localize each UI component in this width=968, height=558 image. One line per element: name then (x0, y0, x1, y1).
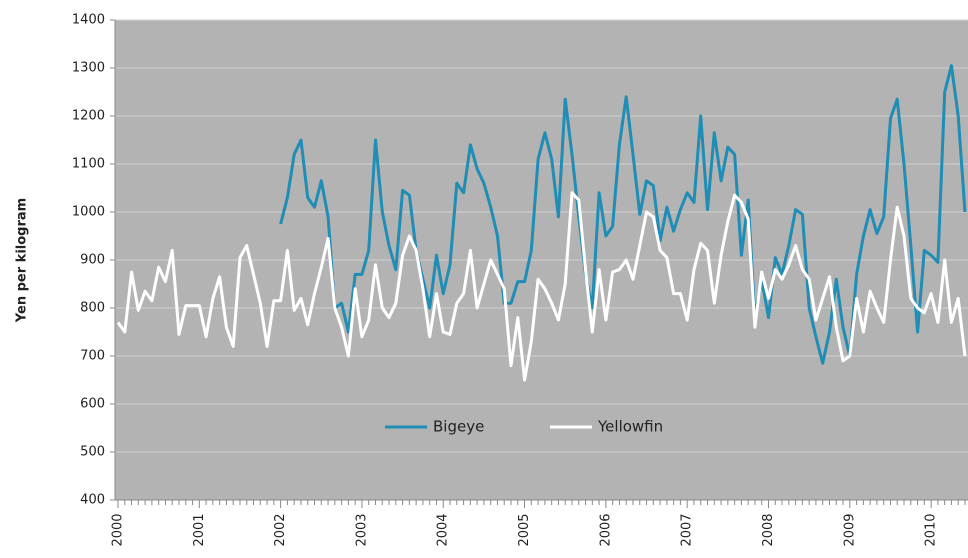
y-tick-label: 1200 (72, 109, 105, 124)
y-tick-label: 1100 (72, 157, 105, 172)
legend-label: Bigeye (433, 418, 484, 436)
x-tick-label: 2002 (273, 513, 288, 546)
y-tick-label: 500 (80, 445, 105, 460)
y-tick-label: 600 (80, 397, 105, 412)
y-tick-label: 1300 (72, 61, 105, 76)
y-tick-label: 700 (80, 349, 105, 364)
x-tick-label: 2009 (842, 513, 857, 546)
y-axis-label: Yen per kilogram (15, 198, 30, 323)
x-tick-label: 2008 (761, 513, 776, 546)
y-tick-label: 400 (80, 493, 105, 508)
x-tick-label: 2010 (924, 513, 939, 546)
x-tick-label: 2001 (192, 513, 207, 546)
line-yellowfin (116, 191, 967, 382)
x-tick-label: 2007 (680, 513, 695, 546)
x-tick-label: 2005 (517, 513, 532, 546)
x-tick-label: 2004 (436, 513, 451, 546)
y-tick-label: 1000 (72, 205, 105, 220)
x-tick-label: 2000 (111, 513, 126, 546)
x-tick-label: 2006 (598, 513, 613, 546)
x-tick-label: 2003 (354, 513, 369, 546)
y-tick-label: 1400 (72, 13, 105, 28)
legend-label: Yellowfin (597, 418, 663, 436)
y-tick-label: 800 (80, 301, 105, 316)
y-tick-label: 900 (80, 253, 105, 268)
